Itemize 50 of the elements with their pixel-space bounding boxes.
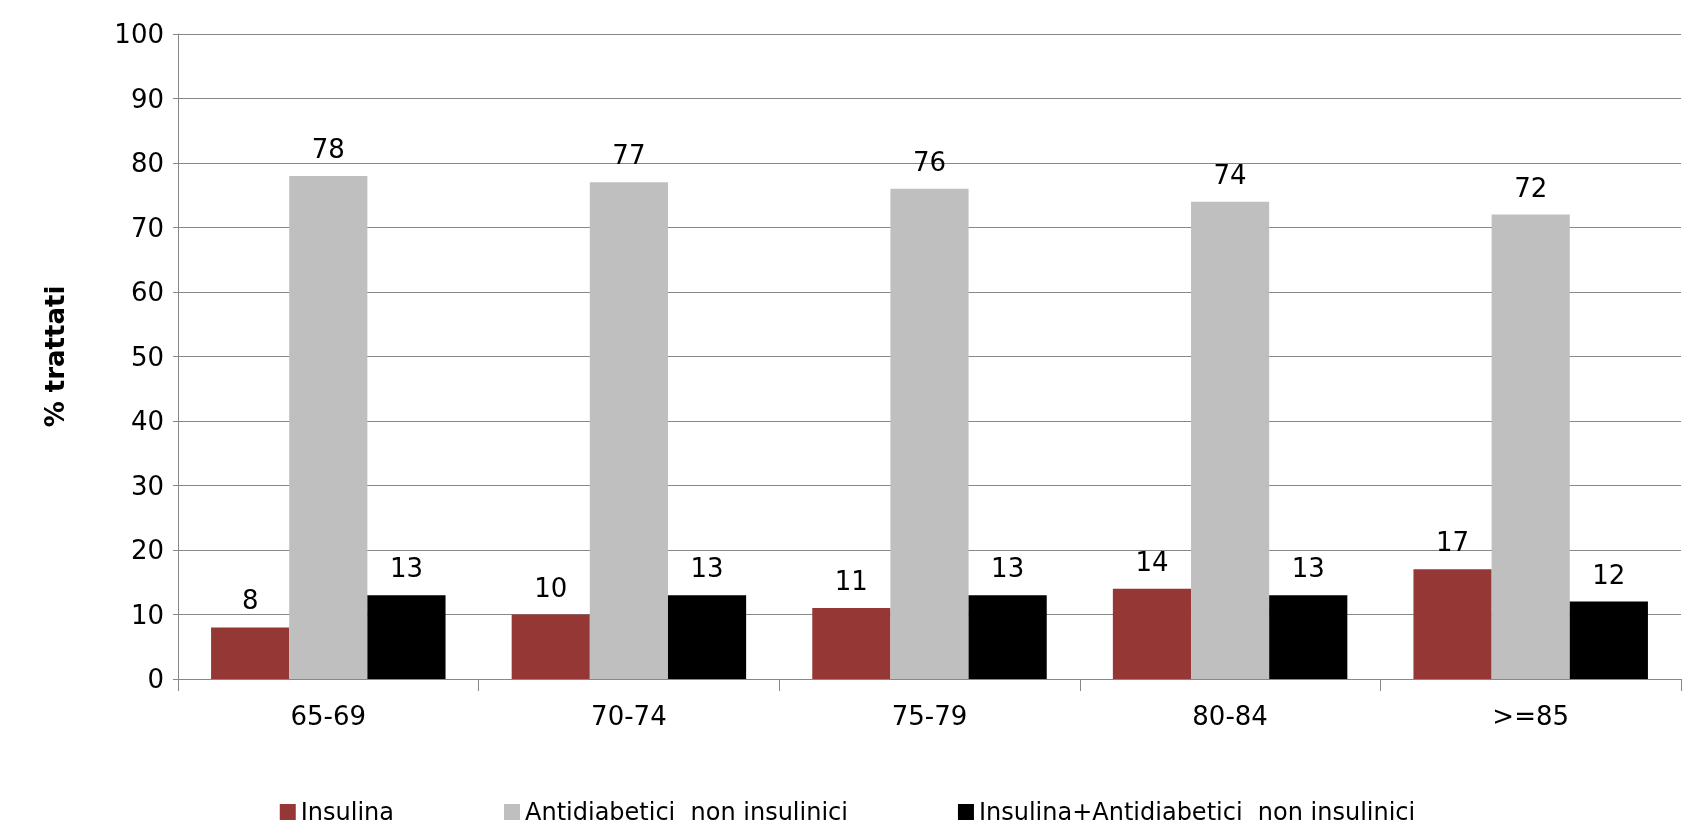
data-label: 76 <box>912 146 947 177</box>
bar <box>890 188 969 679</box>
data-label: 10 <box>534 572 568 603</box>
y-tick-label: 80 <box>130 148 164 178</box>
bar <box>812 608 891 679</box>
x-tick-label: 70-74 <box>591 701 667 731</box>
bar <box>667 595 747 679</box>
bar <box>289 175 368 679</box>
bar <box>511 614 590 679</box>
bar <box>1413 569 1492 679</box>
bar <box>1569 601 1648 679</box>
x-tick-label: 65-69 <box>290 701 367 731</box>
bar <box>1112 588 1192 679</box>
legend-label: Insulina <box>300 798 395 826</box>
data-label: 17 <box>1436 527 1470 558</box>
bar <box>1269 595 1348 679</box>
data-label: 74 <box>1213 159 1247 190</box>
legend-label: Antidiabetici non insulinici <box>525 798 848 826</box>
y-tick-label: 10 <box>130 599 164 630</box>
data-label: 77 <box>612 140 646 171</box>
y-axis-title: % trattati <box>40 285 70 428</box>
x-tick-label: >=85 <box>1492 701 1570 731</box>
data-label: 13 <box>1291 553 1325 584</box>
y-tick-label: 90 <box>130 83 164 114</box>
y-tick-label: 60 <box>130 277 164 307</box>
bar <box>367 595 446 679</box>
x-tick-label: 80-84 <box>1192 701 1268 731</box>
data-label: 11 <box>834 566 868 597</box>
bar <box>1191 201 1270 679</box>
bar <box>968 595 1047 679</box>
y-tick-label: 100 <box>114 19 164 49</box>
bar <box>211 627 290 679</box>
y-tick-label: 0 <box>147 664 164 694</box>
legend-label: Insulina+Antidiabetici non insulinici <box>978 798 1416 826</box>
data-label: 8 <box>241 585 259 616</box>
y-tick-label: 20 <box>130 535 164 565</box>
bar <box>589 182 668 679</box>
data-label: 13 <box>690 553 724 584</box>
data-label: 13 <box>389 553 423 584</box>
data-label: 12 <box>1592 559 1626 590</box>
data-label: 72 <box>1514 172 1548 203</box>
data-label: 14 <box>1135 546 1169 577</box>
bar <box>1491 214 1570 679</box>
y-tick-label: 50 <box>130 341 164 372</box>
data-label: 78 <box>311 133 345 164</box>
y-tick-label: 70 <box>130 212 164 243</box>
y-tick-label: 30 <box>130 470 164 501</box>
x-tick-label: 75-79 <box>891 701 968 731</box>
data-label: 13 <box>991 553 1025 584</box>
y-tick-label: 40 <box>130 406 164 436</box>
